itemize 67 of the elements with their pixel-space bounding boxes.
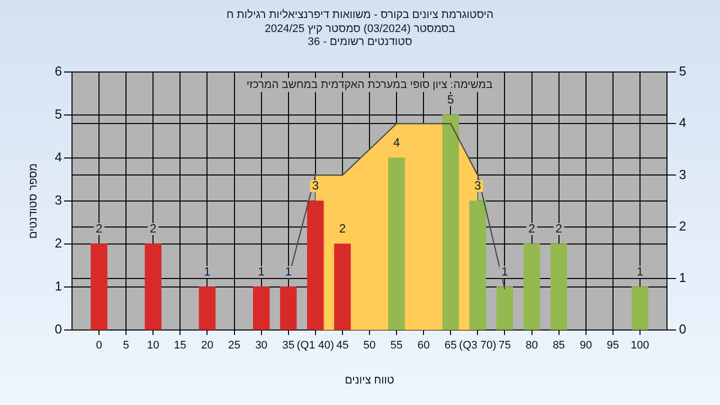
data-label: 2	[555, 221, 562, 236]
x-tick-label: 15	[174, 340, 186, 352]
y-tick-label: 3	[54, 192, 62, 208]
x-tick-label: 0	[96, 340, 102, 352]
y-tick-label: 4	[54, 150, 62, 165]
x-tick-label: 55	[390, 340, 403, 352]
bar	[442, 114, 459, 330]
x-tick-label: 45	[336, 340, 349, 352]
bar	[307, 200, 324, 330]
y2-tick-label: 5	[679, 64, 686, 79]
data-label: 3	[474, 178, 482, 192]
x-axis-title: טווח ציונים	[344, 374, 394, 386]
bar	[252, 286, 270, 330]
y2-tick-label: 1	[679, 270, 686, 285]
y-tick-label: 0	[54, 322, 62, 337]
x-tick-label: 80	[526, 340, 538, 352]
y-tick-label: 6	[54, 64, 62, 79]
y-tick-label: 2	[54, 236, 62, 251]
bar	[496, 286, 514, 330]
y2-tick-label: 2	[679, 218, 686, 234]
data-label: 4	[393, 135, 400, 150]
data-label: 1	[258, 264, 265, 278]
x-tick-label: 50	[363, 340, 376, 352]
bar	[144, 244, 162, 330]
x-tick-label: 90	[580, 340, 592, 352]
y-tick-label: 5	[54, 106, 62, 122]
annotation: במשימה: ציון סופי במערכת האקדמית במחשב המרכזי	[246, 79, 493, 92]
bar	[550, 244, 568, 330]
data-label: 2	[96, 221, 103, 236]
y2-tick-label: 0	[679, 322, 686, 337]
y2-tick-label: 4	[679, 115, 686, 130]
bar	[469, 200, 486, 330]
x-tick-label: 25	[228, 340, 240, 352]
bar	[198, 286, 216, 330]
x-tick-label: 95	[606, 340, 620, 352]
data-label: 1	[501, 264, 508, 278]
x-tick-label: 100	[630, 340, 650, 352]
bar	[90, 244, 108, 330]
x-tick-label: 35	[282, 340, 294, 352]
data-label: 2	[150, 221, 157, 236]
x-tick-label: 20	[201, 340, 214, 352]
y-axis-title: מספר סטודנטים	[28, 163, 40, 239]
bar	[523, 244, 540, 330]
x-tick-label: (Q1 40)	[296, 340, 334, 352]
x-tick-label: 5	[123, 340, 130, 352]
bar	[388, 158, 405, 330]
y-tick-label: 1	[54, 278, 62, 294]
data-label: 5	[447, 92, 454, 106]
bar	[280, 286, 297, 330]
x-tick-label: 10	[147, 340, 160, 352]
data-label: 3	[312, 178, 320, 192]
bar	[632, 286, 648, 330]
data-label: 2	[528, 221, 536, 236]
x-tick-label: (Q3 70)	[459, 340, 496, 352]
x-tick-label: 85	[552, 340, 565, 352]
x-tick-label: 60	[417, 340, 430, 352]
bar	[334, 244, 351, 330]
y2-tick-label: 3	[679, 166, 686, 182]
data-label: 1	[636, 264, 644, 278]
chart-subtitle: בסמסטר (03/2024) סמסטר קיץ 2024/25 סטודנטים רשומים - 36	[264, 22, 456, 48]
x-tick-label: 65	[444, 340, 457, 352]
x-tick-label: 30	[255, 340, 268, 352]
data-label: 1	[285, 264, 292, 278]
x-tick-label: 75	[498, 340, 511, 352]
data-label: 2	[339, 221, 346, 236]
chart-title: היסטוגרמת ציונים בקורס - משוואות דיפרנציאליות רגילות ח	[226, 9, 494, 21]
data-label: 1	[204, 264, 211, 278]
